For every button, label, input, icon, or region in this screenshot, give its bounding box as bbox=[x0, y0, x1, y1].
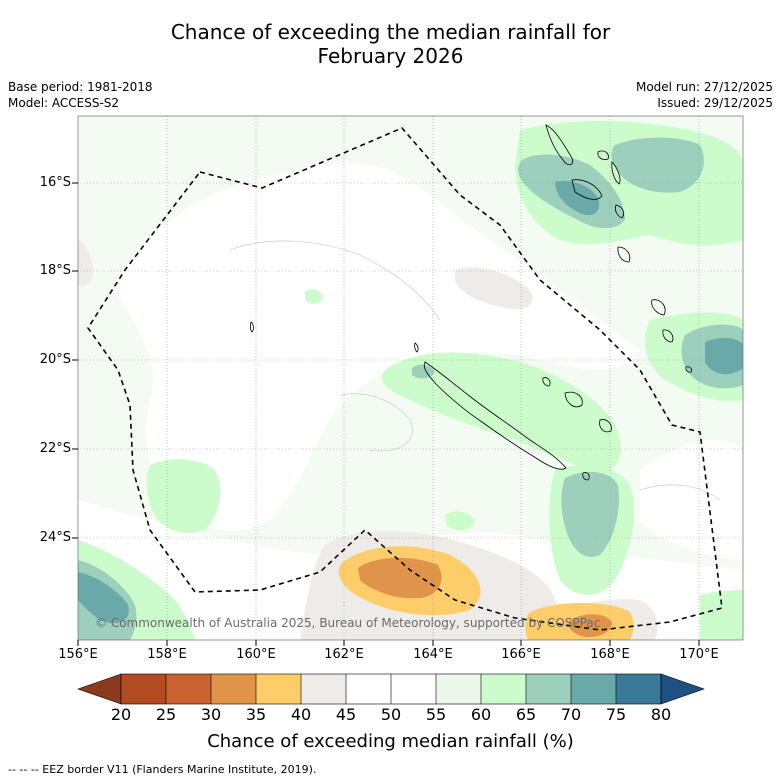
colorbar-swatch-65-70 bbox=[526, 674, 571, 704]
colorbar-tick-25: 25 bbox=[155, 705, 177, 724]
map-border bbox=[77, 115, 744, 641]
lon-label-168e: 168°E bbox=[590, 647, 630, 662]
contour-green-west bbox=[146, 458, 221, 534]
lat-label-16s: 16°S bbox=[39, 175, 71, 190]
contour-line-3 bbox=[639, 484, 721, 501]
run-info: Model run: 27/12/2025 Issued: 29/12/2025 bbox=[636, 79, 773, 111]
base-period-text: Base period: 1981-2018 bbox=[8, 80, 153, 94]
issued-text: Issued: 29/12/2025 bbox=[657, 96, 773, 110]
coast-vanuatu-north bbox=[545, 124, 574, 166]
colorbar-swatch-70-75 bbox=[571, 674, 616, 704]
colorbar-swatch-55-60 bbox=[436, 674, 481, 704]
lon-label-164e: 164°E bbox=[413, 647, 453, 662]
graticule bbox=[78, 116, 743, 640]
coast-vanuatu-santo bbox=[571, 179, 603, 200]
coast-belep bbox=[414, 342, 419, 353]
map-title: Chance of exceeding the median rainfall … bbox=[0, 20, 781, 68]
colorbar-tick-45: 45 bbox=[335, 705, 357, 724]
title-line-1: Chance of exceeding the median rainfall … bbox=[170, 20, 611, 44]
colorbar-high-extension bbox=[660, 673, 705, 705]
lon-label-160e: 160°E bbox=[236, 647, 276, 662]
colorbar-swatch-25-30 bbox=[166, 674, 211, 704]
colorbar bbox=[77, 673, 705, 705]
lon-label-162e: 162°E bbox=[324, 647, 364, 662]
colorbar-swatch-75-80 bbox=[616, 674, 661, 704]
coast-lifou bbox=[564, 391, 583, 408]
colorbar-swatch-20-25 bbox=[121, 674, 166, 704]
coast-vanuatu-efate bbox=[614, 204, 624, 219]
contour-green-small-2 bbox=[445, 511, 475, 531]
contour-beige-central bbox=[455, 267, 533, 310]
contour-orange-se bbox=[568, 614, 612, 638]
coast-vanuatu-malekula bbox=[611, 161, 621, 185]
lon-label-170e: 170°E bbox=[679, 647, 719, 662]
colorbar-tick-80: 80 bbox=[650, 705, 672, 724]
contour-teal-ncal bbox=[412, 364, 435, 379]
colorbar-tick-60: 60 bbox=[470, 705, 492, 724]
contour-white-central bbox=[118, 163, 640, 531]
colorbar-tick-65: 65 bbox=[515, 705, 537, 724]
colorbar-tick-20: 20 bbox=[110, 705, 132, 724]
coast-vanuatu-banks bbox=[597, 150, 609, 160]
lat-label-20s: 20°S bbox=[39, 352, 71, 367]
coast-ouvea bbox=[542, 377, 551, 387]
eez-border bbox=[87, 127, 723, 631]
model-run-text: Model run: 27/12/2025 bbox=[635, 80, 773, 94]
copyright-notice: © Commonwealth of Australia 2025, Bureau… bbox=[95, 616, 600, 630]
lat-label-18s: 18°S bbox=[39, 263, 71, 278]
base-info: Base period: 1981-2018 Model: ACCESS-S2 bbox=[8, 79, 153, 111]
map-frame: © Commonwealth of Australia 2025, Bureau… bbox=[78, 116, 743, 640]
coast-chesterfield bbox=[249, 321, 254, 333]
model-text: Model: ACCESS-S2 bbox=[8, 96, 120, 110]
coast-matthew bbox=[685, 366, 693, 373]
contour-teal-ne bbox=[611, 137, 704, 193]
contour-darkteal-sw bbox=[78, 572, 129, 624]
colorbar-swatch-60-65 bbox=[481, 674, 526, 704]
axis-ticks bbox=[72, 182, 700, 646]
colorbar-tick-40: 40 bbox=[290, 705, 312, 724]
colorbar-title: Chance of exceeding median rainfall (%) bbox=[207, 731, 574, 752]
lon-label-156e: 156°E bbox=[58, 647, 98, 662]
colorbar-tick-50: 50 bbox=[380, 705, 402, 724]
contour-green-ncal bbox=[381, 352, 621, 473]
colorbar-swatch-50-55 bbox=[391, 674, 436, 704]
eez-footnote: -- -- -- EEZ border V11 (Flanders Marine… bbox=[8, 763, 317, 776]
coast-mare bbox=[599, 419, 612, 433]
contour-orange-south bbox=[358, 557, 442, 599]
colorbar-tick-35: 35 bbox=[245, 705, 267, 724]
contour-teal-south bbox=[561, 471, 620, 558]
colorbar-tick-55: 55 bbox=[425, 705, 447, 724]
contour-line-1 bbox=[229, 240, 441, 321]
colorbar-swatch-45-50 bbox=[346, 674, 391, 704]
lon-label-166e: 166°E bbox=[501, 647, 541, 662]
lat-label-24s: 24°S bbox=[39, 530, 71, 545]
colorbar-low-extension bbox=[77, 673, 122, 705]
contour-darkteal-east bbox=[705, 338, 743, 375]
contour-darkteal-north bbox=[555, 180, 600, 216]
contour-white-east bbox=[640, 439, 743, 560]
coast-pines bbox=[582, 472, 590, 481]
contour-line-2 bbox=[339, 393, 413, 452]
lon-label-158e: 158°E bbox=[147, 647, 187, 662]
contour-beige-west bbox=[78, 240, 93, 287]
coastlines bbox=[249, 124, 693, 481]
coast-vanuatu-erromango bbox=[617, 246, 631, 263]
contour-green-se bbox=[700, 590, 743, 640]
lat-label-22s: 22°S bbox=[39, 441, 71, 456]
coast-vanuatu-aneityum bbox=[662, 329, 674, 343]
colorbar-tick-75: 75 bbox=[605, 705, 627, 724]
colorbar-tick-70: 70 bbox=[560, 705, 582, 724]
contour-green-small-1 bbox=[305, 289, 323, 304]
colorbar-tick-30: 30 bbox=[200, 705, 222, 724]
coast-new-caledonia bbox=[423, 361, 567, 470]
colorbar-swatch-40-45 bbox=[301, 674, 346, 704]
coast-vanuatu-tanna bbox=[651, 299, 666, 316]
colorbar-swatch-35-40 bbox=[256, 674, 301, 704]
colorbar-swatch-30-35 bbox=[211, 674, 256, 704]
title-line-2: February 2026 bbox=[317, 44, 464, 68]
colorbar-dividers bbox=[165, 674, 617, 704]
